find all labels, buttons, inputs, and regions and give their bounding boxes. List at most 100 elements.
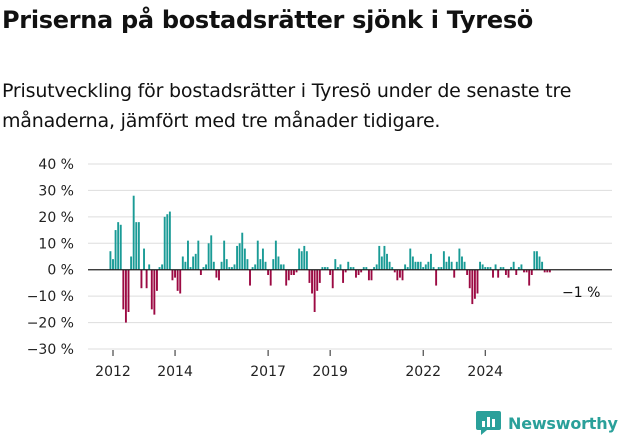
bar (207, 243, 210, 270)
bar (334, 259, 337, 270)
bar (373, 267, 376, 270)
bar (497, 269, 500, 278)
bar (352, 267, 355, 270)
bar (161, 264, 164, 270)
bar (481, 264, 484, 270)
x-tick-label: 2017 (250, 364, 286, 380)
y-tick-label: 20 % (38, 210, 74, 226)
y-tick-label: −30 % (27, 342, 74, 358)
bar (192, 256, 195, 270)
bar (435, 269, 438, 286)
bar (504, 269, 507, 275)
bar (230, 267, 233, 270)
bar (453, 269, 456, 278)
bar (199, 269, 202, 275)
bar (148, 264, 151, 270)
bar (445, 261, 448, 270)
bar (210, 235, 213, 270)
bar (455, 261, 458, 270)
y-tick-label: 10 % (38, 236, 74, 252)
bar (458, 248, 461, 270)
bar (326, 267, 329, 270)
bar (517, 267, 520, 270)
bar (143, 248, 145, 270)
bar (117, 222, 120, 270)
bar (249, 269, 251, 286)
bar (287, 269, 290, 281)
bar (212, 261, 215, 270)
bar (225, 259, 228, 270)
bar (489, 267, 492, 270)
bar (272, 259, 275, 270)
y-tick-label: −10 % (27, 289, 74, 305)
bar (176, 269, 179, 291)
bar (419, 261, 422, 270)
bar (533, 251, 536, 270)
bar (269, 269, 272, 286)
bar (329, 269, 332, 275)
newsworthy-chart-bubble-icon (476, 411, 501, 435)
bar (538, 256, 541, 270)
bar (342, 269, 345, 283)
bar (486, 267, 489, 270)
bar (324, 267, 326, 270)
bar (122, 269, 125, 310)
bar (112, 259, 114, 270)
bar (388, 261, 391, 270)
bar (295, 269, 298, 273)
bar (313, 269, 316, 312)
bar (321, 267, 324, 270)
bar (223, 240, 226, 270)
bar (473, 269, 476, 299)
bar (277, 256, 280, 270)
bar (233, 264, 236, 270)
bar (546, 269, 549, 273)
bar (264, 261, 267, 270)
y-tick-label: 0 % (47, 263, 74, 279)
bar (158, 267, 161, 270)
bar (386, 253, 388, 270)
bar (331, 269, 334, 289)
bar (135, 222, 138, 270)
bar (194, 253, 197, 270)
bar (150, 269, 153, 310)
bar (189, 267, 192, 270)
brand-name: Newsworthy (508, 413, 618, 433)
bar (347, 261, 350, 270)
bar (259, 259, 262, 270)
bar (432, 267, 435, 270)
bar (344, 269, 347, 273)
bar (492, 269, 494, 278)
bar (349, 267, 352, 270)
bar (463, 261, 466, 270)
bar-chart: 40 % 30 % 20 % 10 % 0 % −10 % −20 % −30 % 2012 20… (27, 157, 612, 380)
bar (280, 264, 282, 270)
y-tick-label: 40 % (38, 157, 74, 173)
bar (174, 269, 176, 278)
bar (267, 269, 270, 275)
bar (127, 269, 130, 312)
bar (311, 269, 313, 294)
bar (548, 269, 551, 273)
bar (285, 269, 288, 286)
bar (357, 269, 360, 275)
bar (202, 267, 205, 270)
bar (450, 261, 453, 270)
bar (427, 261, 430, 270)
bar (303, 245, 306, 270)
bar (530, 269, 533, 275)
brand-logo[interactable]: Newsworthy (475, 409, 618, 437)
bar (119, 224, 122, 270)
bar (515, 269, 518, 275)
bar (318, 269, 321, 283)
bar (468, 269, 471, 289)
bar (440, 267, 443, 270)
bar (409, 248, 412, 270)
bar (339, 264, 342, 270)
bar (168, 211, 171, 270)
bar (398, 269, 401, 278)
bar (218, 269, 220, 281)
bar (494, 264, 497, 270)
bar (145, 269, 148, 289)
axes (88, 269, 612, 356)
